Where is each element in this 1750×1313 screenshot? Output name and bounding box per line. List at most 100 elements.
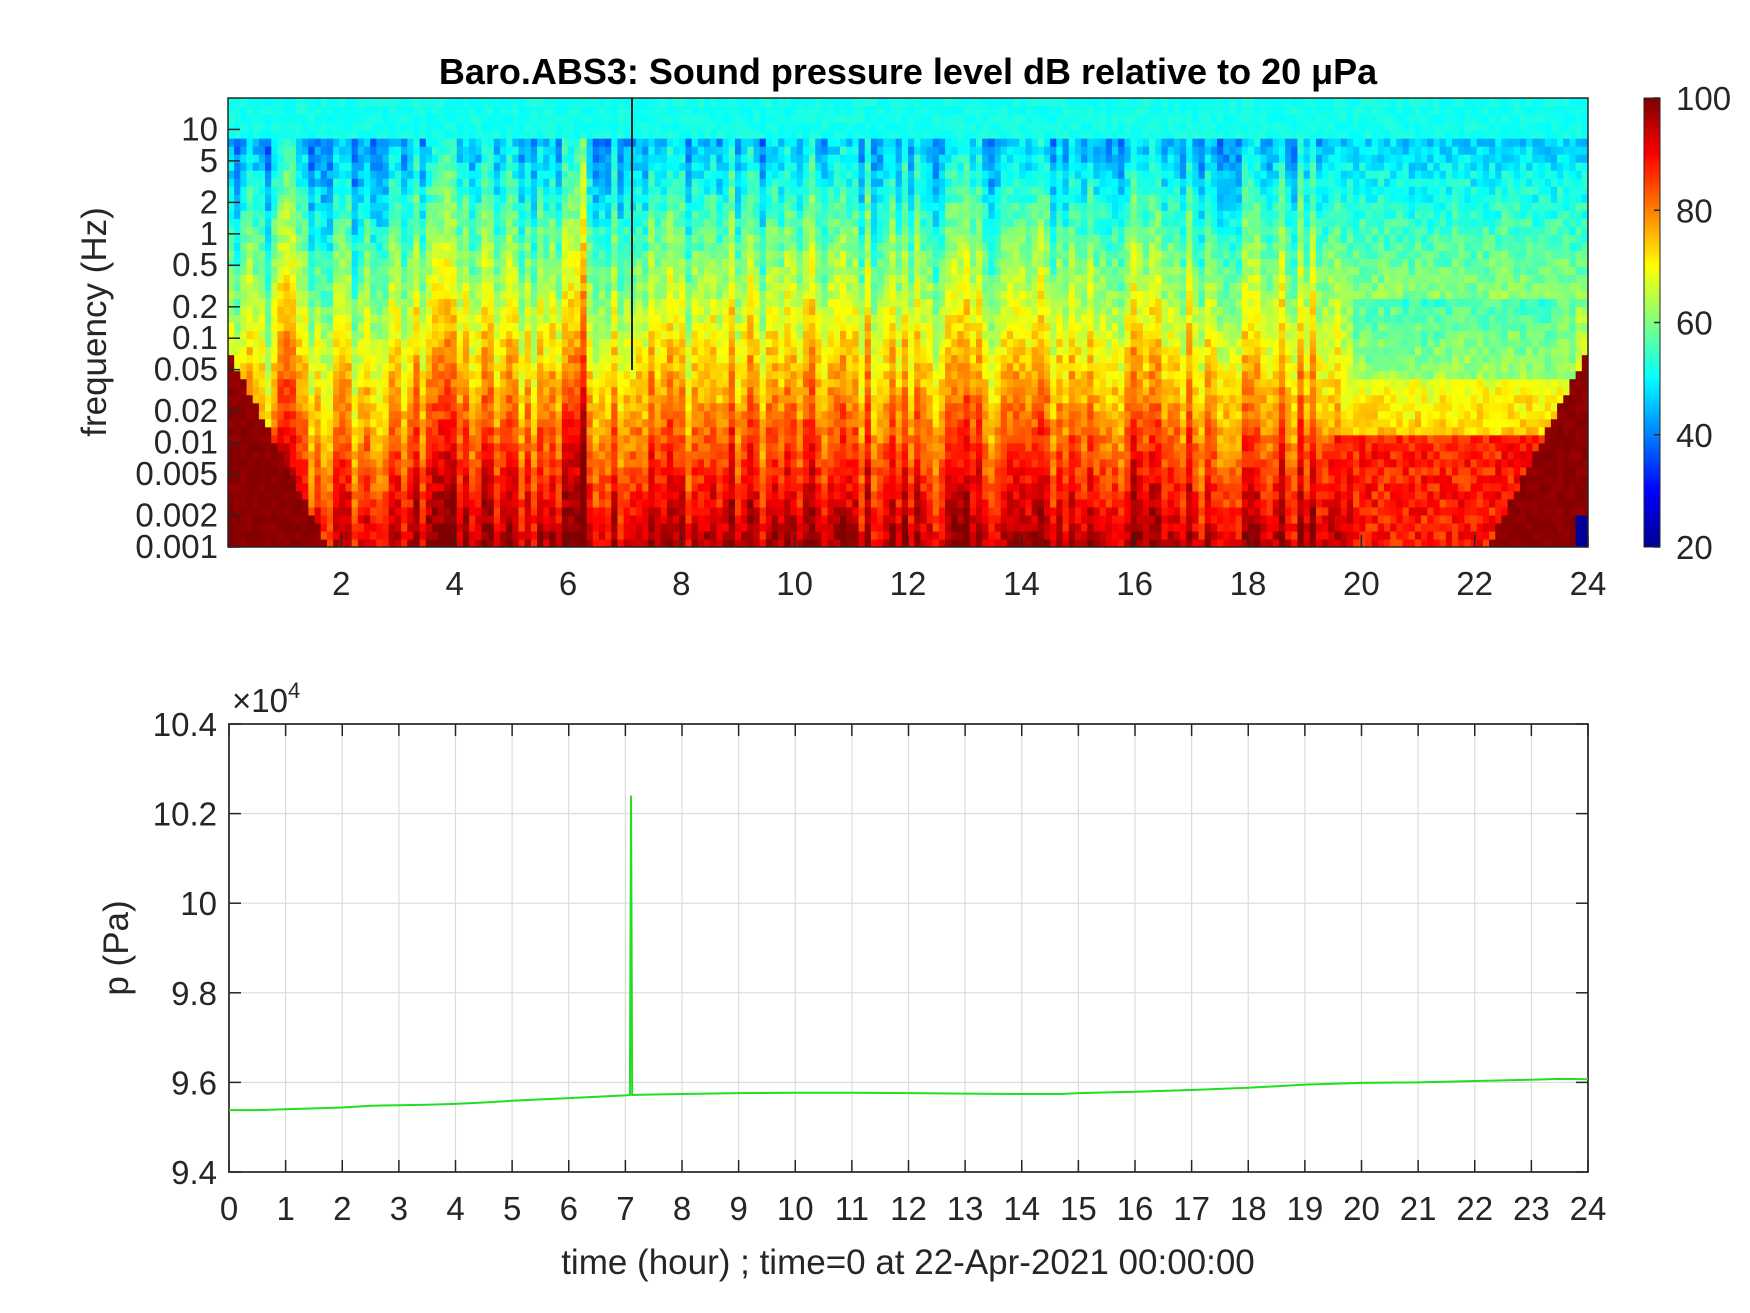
heatmap-cell — [493, 450, 501, 460]
heatmap-cell — [555, 354, 563, 364]
heatmap-cell — [432, 306, 439, 316]
heatmap-cell — [246, 306, 254, 316]
heatmap-cell — [246, 338, 254, 348]
heatmap-cell — [493, 482, 501, 492]
heatmap-cell — [617, 114, 625, 123]
heatmap-cell — [308, 154, 316, 163]
heatmap-cell — [456, 186, 464, 195]
heatmap-cell — [747, 522, 755, 532]
heatmap-cell — [666, 146, 674, 155]
heatmap-cell — [370, 450, 377, 460]
heatmap-cell — [228, 498, 235, 508]
heatmap-cell — [685, 466, 693, 476]
heatmap-cell — [419, 266, 427, 275]
heatmap-cell — [617, 274, 625, 284]
heatmap-cell — [580, 114, 588, 123]
heatmap-cell — [568, 418, 575, 428]
heatmap-cell — [611, 346, 619, 356]
heatmap-cell — [456, 410, 464, 420]
heatmap-cell — [326, 242, 334, 251]
heatmap-cell — [592, 138, 600, 147]
heatmap-cell — [518, 226, 526, 235]
heatmap-cell — [753, 506, 761, 516]
heatmap-cell — [326, 442, 334, 452]
heatmap-cell — [314, 162, 322, 171]
heatmap-cell — [351, 146, 359, 155]
heatmap-cell — [246, 514, 254, 524]
heatmap-cell — [685, 274, 693, 284]
heatmap-cell — [234, 410, 241, 420]
heatmap-cell — [524, 346, 532, 356]
heatmap-cell — [512, 522, 520, 532]
heatmap-cell — [296, 122, 303, 131]
heatmap-cell — [469, 210, 476, 219]
heatmap-cell — [308, 250, 316, 259]
heatmap-cell — [326, 202, 334, 211]
heatmap-cell — [339, 138, 347, 147]
heatmap-cell — [716, 258, 724, 267]
heatmap-cell — [314, 458, 322, 468]
heatmap-cell — [728, 490, 736, 500]
heatmap-cell — [666, 242, 674, 251]
heatmap-cell — [728, 362, 736, 372]
heatmap-cell — [234, 394, 241, 404]
heatmap-cell — [308, 490, 316, 500]
heatmap-cell — [598, 394, 606, 404]
heatmap-cell — [549, 530, 557, 540]
heatmap-cell — [493, 290, 501, 300]
heatmap-cell — [425, 298, 433, 308]
heatmap-cell — [654, 538, 662, 547]
heatmap-cell — [240, 450, 248, 460]
heatmap-cell — [388, 242, 396, 251]
heatmap-cell — [265, 274, 272, 284]
heatmap-cell — [265, 210, 272, 219]
heatmap-cell — [580, 514, 588, 524]
heatmap-cell — [370, 322, 377, 332]
heatmap-cell — [697, 394, 705, 404]
heatmap-cell — [425, 106, 433, 115]
heatmap-cell — [512, 530, 520, 540]
heatmap-cell — [568, 250, 575, 259]
heatmap-cell — [493, 138, 501, 147]
heatmap-cell — [753, 338, 761, 348]
heatmap-cell — [364, 458, 371, 468]
heatmap-cell — [611, 194, 619, 203]
heatmap-cell — [555, 362, 563, 372]
heatmap-cell — [277, 426, 285, 436]
heatmap-cell — [308, 138, 316, 147]
heatmap-cell — [530, 146, 538, 155]
heatmap-cell — [716, 498, 724, 508]
heatmap-cell — [296, 458, 303, 468]
heatmap-cell — [697, 474, 705, 484]
heatmap-cell — [704, 298, 711, 308]
heatmap-cell — [697, 330, 705, 340]
heatmap-cell — [759, 314, 767, 324]
heatmap-cell — [462, 290, 470, 300]
heatmap-cell — [475, 386, 483, 396]
heatmap-cell — [506, 362, 513, 372]
heatmap-cell — [481, 450, 489, 460]
heatmap-cell — [741, 114, 748, 123]
heatmap-cell — [462, 114, 470, 123]
heatmap-cell — [716, 130, 724, 139]
heatmap-cell — [666, 138, 674, 147]
heatmap-cell — [283, 362, 291, 372]
heatmap-cell — [493, 530, 501, 540]
heatmap-cell — [555, 402, 563, 412]
heatmap-cell — [611, 482, 619, 492]
heatmap-cell — [654, 530, 662, 540]
heatmap-cell — [370, 218, 377, 227]
heatmap-cell — [320, 106, 328, 115]
heatmap-cell — [252, 402, 260, 412]
heatmap-cell — [234, 330, 241, 340]
heatmap-cell — [401, 474, 408, 484]
heatmap-cell — [351, 106, 359, 115]
heatmap-cell — [530, 186, 538, 195]
heatmap-cell — [228, 274, 235, 284]
heatmap-cell — [642, 306, 649, 316]
heatmap-cell — [345, 394, 353, 404]
heatmap-cell — [388, 490, 396, 500]
heatmap-cell — [518, 178, 526, 187]
heatmap-cell — [568, 394, 575, 404]
heatmap-cell — [586, 258, 594, 267]
